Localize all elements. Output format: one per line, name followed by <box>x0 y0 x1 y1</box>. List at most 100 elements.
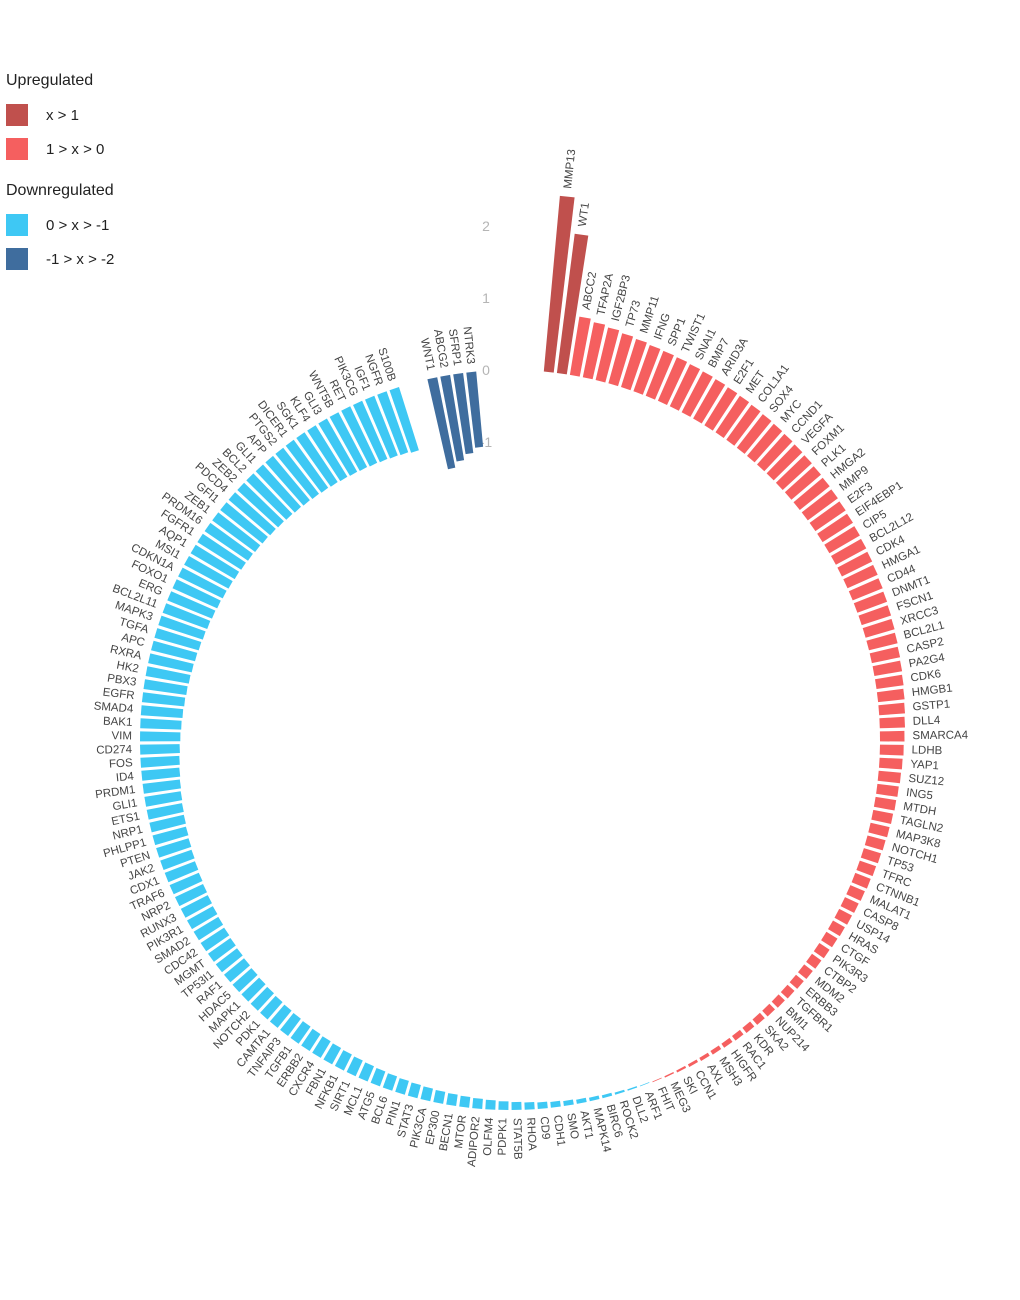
bar-up-smarca4 <box>879 730 905 742</box>
bar-down-prdm1 <box>142 779 181 794</box>
axis-tick-label: 0 <box>482 362 490 378</box>
bar-down-mapk14 <box>589 1095 600 1102</box>
gene-label: MTDH <box>902 801 937 818</box>
bar-down-cxcr4 <box>312 1036 331 1058</box>
bar-down-mtor <box>459 1095 471 1108</box>
bar-down-raf1 <box>224 958 250 983</box>
bar-down-aqp1 <box>190 544 240 580</box>
bar-down-smad4 <box>140 705 184 718</box>
bar-up-tagln2 <box>871 809 894 824</box>
bar-down-cd274 <box>140 744 180 755</box>
bar-up-igf2bp3 <box>595 327 620 383</box>
bar-down-pbx3 <box>143 679 188 695</box>
bar-up-bmi1 <box>771 994 785 1008</box>
bar-up-map3k8 <box>868 822 890 838</box>
bar-down-pdcd4 <box>228 492 276 536</box>
gene-label: SMARCA4 <box>912 730 968 743</box>
bar-down-tp53i1 <box>215 948 243 973</box>
bar-up-meg3 <box>664 1072 674 1078</box>
bar-up-bcl2l12 <box>831 538 867 565</box>
bar-up-spp1 <box>645 350 674 400</box>
gene-label: RHOA <box>524 1117 538 1151</box>
bar-down-vim <box>140 731 181 742</box>
gene-label: CD9 <box>537 1116 551 1140</box>
gene-label: AKT1 <box>577 1110 594 1141</box>
bar-up-casp2 <box>869 646 901 664</box>
bar-down-gfi1 <box>220 502 268 544</box>
legend-title-upregulated: Upregulated <box>6 72 94 89</box>
bar-up-notch1 <box>864 835 886 851</box>
gene-label: YAP1 <box>910 759 939 773</box>
bar-up-cd44 <box>848 578 883 601</box>
bar-down-rhoa <box>524 1102 535 1110</box>
bar-down-pdk1 <box>260 995 283 1020</box>
bar-down-camta1 <box>269 1004 292 1028</box>
bar-down-igf1 <box>365 395 398 459</box>
bar-up-snai1 <box>669 364 701 411</box>
bar-down-fbn1 <box>323 1043 342 1065</box>
bar-up-ctgf <box>821 931 838 948</box>
gene-label: ID4 <box>115 771 135 785</box>
bar-down-cdc42 <box>200 927 230 952</box>
bar-up-eif4ebp1 <box>817 513 853 543</box>
legend-swatch-strong-down <box>6 248 28 270</box>
bar-down-prdm16 <box>204 522 253 561</box>
axis-tick-label: 2 <box>482 218 490 234</box>
bar-up-xrcc3 <box>862 618 895 638</box>
legend-swatch-up <box>6 138 28 160</box>
bar-up-tfap2a <box>582 322 606 380</box>
gene-label: SUZ12 <box>908 773 945 788</box>
bar-down-bak1 <box>140 718 182 730</box>
bar-down-atg5 <box>370 1068 386 1087</box>
bar-down-mapk1 <box>241 977 266 1002</box>
bar-up-tgfbr1 <box>780 984 795 999</box>
gene-label: SMAD4 <box>93 700 134 715</box>
bar-up-mmp11 <box>621 339 647 391</box>
bar-down-ret <box>341 406 378 467</box>
bar-down-smad2 <box>193 916 224 941</box>
bar-up-cip5 <box>824 526 860 554</box>
gene-label: WT1 <box>577 202 592 228</box>
bar-down-pten <box>156 838 192 858</box>
bar-up-mdm2 <box>798 964 813 979</box>
bar-down-pin1 <box>395 1078 409 1095</box>
bar-down-mgmt <box>208 938 236 962</box>
bar-down-ets1 <box>146 803 184 820</box>
bar-down-traf6 <box>169 872 203 895</box>
bar-strong-up-wt1 <box>556 233 589 375</box>
bar-up-plk1 <box>784 466 821 500</box>
bar-up-hras <box>828 920 845 937</box>
bar-down-gli1 <box>255 464 301 513</box>
bar-down-gli1 <box>144 791 183 807</box>
bar-down-tnfaip3 <box>280 1013 301 1036</box>
bar-up-tfrc <box>856 860 877 877</box>
gene-label: CD274 <box>96 744 133 757</box>
bar-up-gstp1 <box>878 702 905 716</box>
bar-down-tgfb1 <box>290 1021 311 1044</box>
bar-down-rxra <box>148 653 194 673</box>
bar-up-suz12 <box>877 770 901 784</box>
bar-down-arf1 <box>639 1082 650 1087</box>
bar-down-phlpp1 <box>152 826 189 846</box>
gene-label: APC <box>120 632 146 650</box>
legend-item-down: 0 > x > -1 <box>6 208 206 242</box>
bar-up-myc <box>747 423 783 463</box>
gene-label: MMP13 <box>562 149 578 190</box>
gene-label: ADIPOR2 <box>466 1116 482 1167</box>
gene-label: BAK1 <box>103 716 133 729</box>
bar-down-becn1 <box>446 1093 458 1106</box>
bar-up-ldhb <box>879 744 904 756</box>
gene-label: PDPK1 <box>497 1118 510 1156</box>
axis-tick-label: 1 <box>482 290 490 306</box>
gene-label: CDK6 <box>910 668 942 685</box>
bar-strong-up-mmp13 <box>543 195 575 373</box>
gene-label: HK2 <box>115 660 139 676</box>
bar-down-nfkb1 <box>334 1050 352 1071</box>
gene-label: LDHB <box>911 744 942 757</box>
bar-up-hmgb1 <box>876 688 905 703</box>
gene-label: HMGB1 <box>911 682 953 699</box>
bar-down-zeb2 <box>237 482 284 528</box>
bar-down-zeb1 <box>212 512 261 552</box>
gene-label: STAT5B <box>511 1118 524 1160</box>
